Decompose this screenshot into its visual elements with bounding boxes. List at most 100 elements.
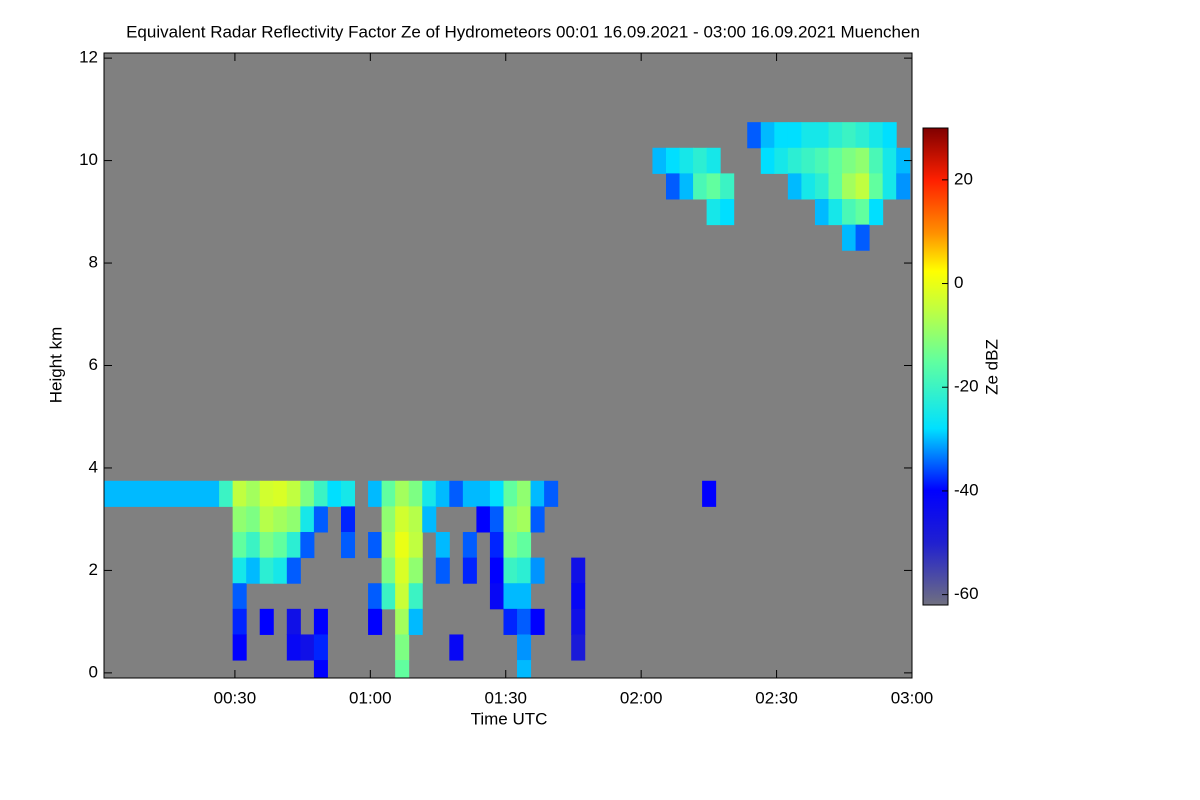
echo-cell (828, 173, 843, 200)
y-tick-label: 12 (79, 48, 98, 67)
echo-cell (273, 480, 288, 507)
echo-cell (395, 557, 410, 584)
echo-cell (814, 199, 829, 226)
echo-cell (435, 480, 450, 507)
echo-cell (760, 147, 775, 174)
echo-cell (259, 557, 274, 584)
echo-cell (503, 583, 518, 610)
echo-cell (842, 147, 857, 174)
y-tick-label: 2 (89, 560, 98, 579)
echo-cell (340, 531, 356, 559)
echo-cell (368, 531, 383, 559)
echo-cell (706, 173, 721, 200)
echo-cell (273, 557, 288, 584)
echo-cell (571, 634, 586, 661)
echo-cell (381, 531, 396, 559)
x-tick-label: 00:30 (214, 688, 257, 707)
echo-cell (814, 147, 829, 174)
echo-cell (232, 583, 247, 610)
echo-cell (489, 557, 504, 584)
echo-cell (517, 480, 532, 507)
echo-cell (530, 480, 545, 507)
echo-cell (702, 480, 717, 507)
echo-cell (801, 173, 816, 200)
echo-cell (869, 173, 884, 200)
echo-cell (395, 531, 410, 559)
echo-cell (259, 608, 274, 635)
echo-cell (869, 199, 884, 226)
echo-cell (381, 557, 396, 584)
echo-cell (503, 531, 518, 559)
echo-cell (395, 634, 410, 661)
echo-cell (104, 480, 112, 507)
y-tick-label: 6 (89, 355, 98, 374)
echo-cell (368, 608, 383, 635)
echo-cell (368, 480, 383, 507)
chart-title: Equivalent Radar Reflectivity Factor Ze … (126, 22, 920, 41)
echo-cell (665, 147, 681, 174)
echo-cell (855, 147, 870, 174)
echo-cell (896, 173, 911, 200)
echo-cell (679, 173, 694, 200)
echo-cell (246, 480, 261, 507)
echo-cell (381, 506, 396, 533)
x-tick-label: 01:00 (349, 688, 392, 707)
echo-cell (517, 557, 532, 584)
echo-cell (300, 480, 315, 507)
echo-cell (896, 147, 911, 174)
echo-cell (381, 480, 396, 507)
echo-cell (571, 583, 586, 610)
echo-cell (178, 480, 193, 507)
echo-cell (232, 557, 247, 584)
echo-cell (503, 506, 518, 533)
echo-cell (435, 557, 450, 584)
echo-cell (503, 557, 518, 584)
echo-cell (246, 506, 261, 533)
echo-cell (476, 506, 491, 533)
echo-cell (882, 173, 897, 200)
echo-cell (232, 480, 247, 507)
echo-cell (462, 480, 477, 507)
y-tick-label: 8 (89, 253, 98, 272)
echo-cell (530, 557, 545, 584)
colorbar-tick-label: 20 (954, 169, 973, 188)
echo-cell (842, 122, 857, 149)
echo-cell (449, 480, 464, 507)
echo-cell (462, 531, 477, 559)
echo-cell (503, 608, 518, 635)
echo-cell (286, 531, 301, 559)
echo-cell (842, 224, 857, 251)
echo-cell (313, 480, 328, 507)
echo-cell (517, 506, 532, 533)
echo-cell (232, 531, 247, 559)
echo-cell (855, 199, 870, 226)
echo-cell (787, 147, 802, 174)
colorbar-tick-label: -20 (954, 377, 979, 396)
echo-cell (774, 147, 789, 174)
echo-cell (706, 147, 721, 174)
echo-cell (286, 480, 301, 507)
echo-cell (814, 173, 829, 200)
echo-cell (395, 660, 410, 678)
colorbar-tick-label: -60 (954, 584, 979, 603)
echo-cell (259, 506, 274, 533)
echo-cell (313, 634, 328, 661)
echo-cell (219, 480, 234, 507)
echo-cell (327, 480, 342, 507)
echo-cell (530, 506, 545, 533)
echo-cell (259, 480, 274, 507)
echo-cell (300, 506, 315, 533)
y-tick-label: 10 (79, 150, 98, 169)
echo-cell (313, 506, 328, 533)
echo-cell (679, 147, 694, 174)
echo-cell (489, 583, 504, 610)
echo-cell (842, 199, 857, 226)
echo-cell (124, 480, 139, 507)
colorbar (922, 127, 949, 606)
x-tick-label: 03:00 (891, 688, 934, 707)
echo-cell (774, 122, 789, 149)
echo-cell (340, 480, 356, 507)
echo-cell (503, 480, 518, 507)
echo-cell (408, 608, 423, 635)
echo-cell (571, 557, 586, 584)
